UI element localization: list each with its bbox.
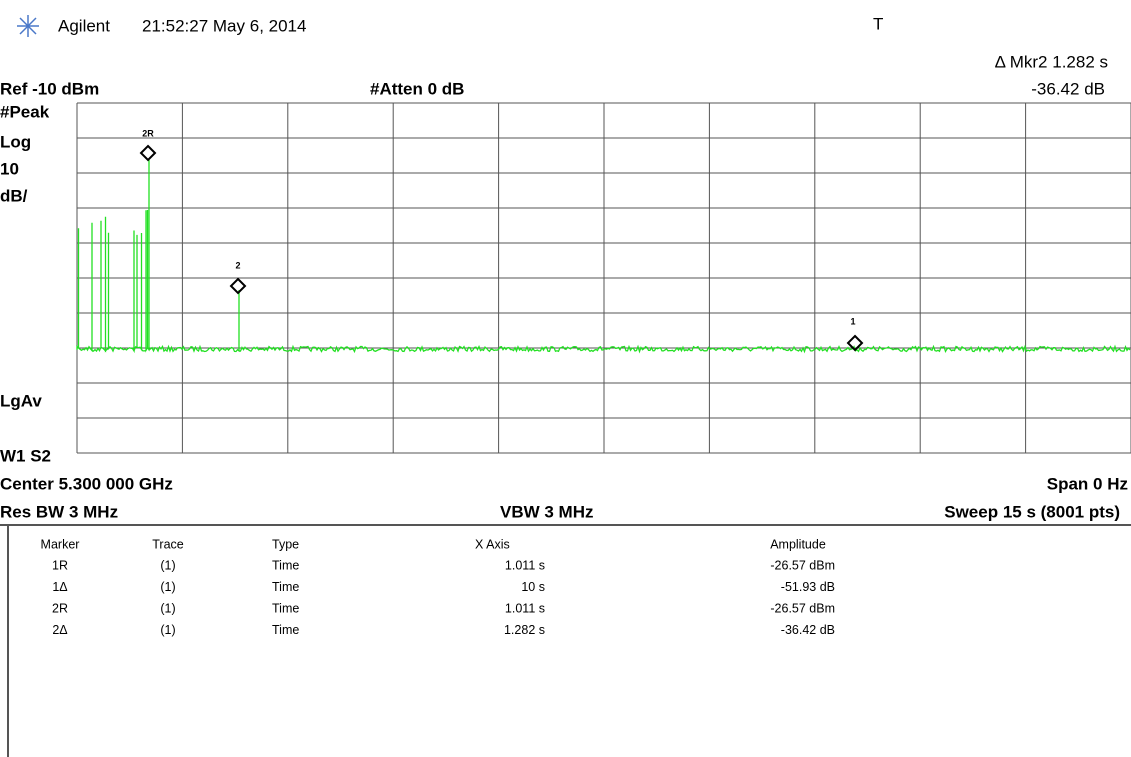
sweep: Sweep 15 s (8001 pts) bbox=[944, 502, 1120, 521]
markers bbox=[139, 144, 864, 352]
span: Span 0 Hz bbox=[1047, 474, 1128, 493]
scale: dB/ bbox=[0, 186, 28, 205]
center: Center 5.300 000 GHz bbox=[0, 474, 173, 493]
detector: #Peak bbox=[0, 102, 50, 121]
table-cell: 2Δ bbox=[52, 623, 67, 637]
table-cell: -51.93 dB bbox=[781, 580, 835, 594]
column-header: Marker bbox=[41, 537, 80, 551]
table-cell: (1) bbox=[160, 601, 175, 615]
table-cell: 1.011 s bbox=[505, 601, 545, 615]
marker-readout: Δ Mkr2 1.282 s bbox=[995, 52, 1108, 71]
scale: Log bbox=[0, 132, 31, 151]
trace bbox=[76, 160, 1131, 354]
marker bbox=[846, 334, 864, 352]
trigger: T bbox=[873, 14, 883, 33]
marker-label: 2R bbox=[142, 128, 154, 138]
table-cell: 10 s bbox=[521, 580, 545, 594]
table-cell: 1.282 s bbox=[504, 623, 545, 637]
table-cell: (1) bbox=[160, 580, 175, 594]
table-cell: Time bbox=[272, 580, 299, 594]
table-cell: Time bbox=[272, 623, 299, 637]
logo bbox=[17, 15, 39, 37]
rbw: Res BW 3 MHz bbox=[0, 502, 118, 521]
marker-value: -36.42 dB bbox=[1031, 79, 1105, 98]
ref-level: Ref -10 dBm bbox=[0, 79, 99, 98]
column-header: Amplitude bbox=[770, 537, 826, 551]
vbw: VBW 3 MHz bbox=[500, 502, 594, 521]
attenuation: #Atten 0 dB bbox=[370, 79, 464, 98]
column-header: Trace bbox=[152, 537, 184, 551]
column-header: X Axis bbox=[475, 537, 510, 551]
brand: Agilent bbox=[58, 16, 110, 35]
average: LgAv bbox=[0, 391, 42, 410]
column-header: Type bbox=[272, 537, 299, 551]
marker bbox=[139, 144, 157, 162]
graticule bbox=[76, 102, 1131, 454]
table-cell: Time bbox=[272, 601, 299, 615]
table-cell: Time bbox=[272, 558, 299, 572]
scale: 10 bbox=[0, 159, 19, 178]
table-cell: (1) bbox=[160, 558, 175, 572]
timestamp: 21:52:27 May 6, 2014 bbox=[142, 16, 306, 35]
table-cell: -26.57 dBm bbox=[770, 601, 835, 615]
marker bbox=[229, 277, 247, 295]
window: W1 S2 bbox=[0, 446, 51, 465]
table-cell: 1R bbox=[52, 558, 68, 572]
table-cell: -36.42 dB bbox=[781, 623, 835, 637]
table-cell: (1) bbox=[160, 623, 175, 637]
marker-label: 1 bbox=[850, 316, 855, 326]
marker-table: Marker Trace Type X Axis Amplitude 1R (1) Time 1… bbox=[41, 537, 835, 637]
table-cell: 1Δ bbox=[52, 580, 67, 594]
table-cell: -26.57 dBm bbox=[770, 558, 835, 572]
table-cell: 1.011 s bbox=[505, 558, 545, 572]
marker-label: 2 bbox=[235, 260, 240, 270]
table-cell: 2R bbox=[52, 601, 68, 615]
